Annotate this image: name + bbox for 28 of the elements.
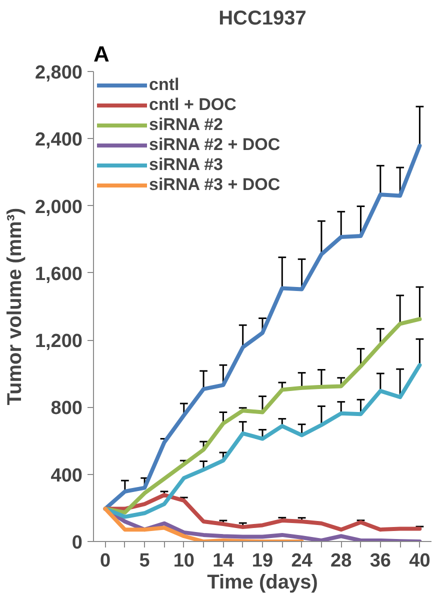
y-axis-title: Tumor volume (mm³) [4,208,26,406]
x-tick-label: 36 [370,550,391,572]
x-tick-label: 40 [409,550,430,572]
y-tick-label: 2,400 [34,130,82,151]
y-tick-label: 2,000 [34,196,82,218]
legend-label: cntl [149,75,180,95]
x-tick-label: 19 [252,550,274,572]
x-tick-label: 10 [173,550,194,572]
x-tick-label: 28 [330,550,352,572]
x-tick-label: 14 [212,550,234,572]
text: A [94,42,110,66]
legend-label: siRNA #2 + DOC [149,135,280,155]
x-tick-label: 0 [100,550,111,572]
chart-title: HCC1937 [218,8,306,30]
y-tick-label: 400 [50,465,82,486]
line-series [103,506,304,542]
y-tick-label: 1,200 [34,331,82,352]
y-tick-label: 0 [72,532,83,554]
y-tick-label: 1,600 [34,264,82,285]
legend-label: cntl + DOC [149,95,236,115]
legend-label: siRNA #2 [149,115,224,135]
x-axis-title: Time (days) [207,572,318,594]
x-tick-label: 5 [139,550,150,572]
y-tick-label: 800 [50,398,82,420]
x-tick-label: 24 [291,550,313,572]
legend-label: siRNA #3 + DOC [149,175,280,195]
legend-label: siRNA #3 [149,155,224,175]
y-tick-label: 2,800 [34,62,82,84]
